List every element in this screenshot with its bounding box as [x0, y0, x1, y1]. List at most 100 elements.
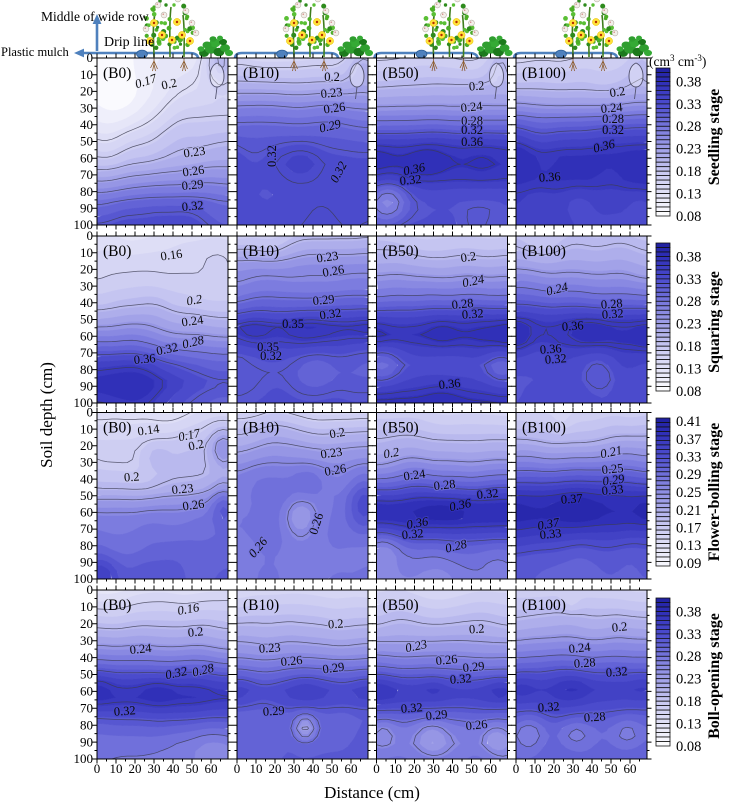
svg-text:0.33: 0.33 — [676, 272, 701, 288]
svg-text:0.23: 0.23 — [183, 144, 207, 161]
svg-text:100: 100 — [74, 395, 94, 410]
svg-text:0.36: 0.36 — [402, 160, 427, 178]
svg-text:90: 90 — [80, 555, 93, 570]
svg-text:0.29: 0.29 — [461, 659, 484, 675]
svg-text:Middle of wide row: Middle of wide row — [41, 9, 149, 24]
svg-text:0.37: 0.37 — [560, 491, 583, 506]
svg-text:0.36: 0.36 — [437, 376, 460, 392]
svg-text:50: 50 — [80, 134, 93, 149]
svg-text:20: 20 — [80, 616, 93, 631]
svg-text:40: 40 — [307, 761, 320, 776]
svg-text:(B0): (B0) — [103, 420, 131, 437]
svg-text:0.33: 0.33 — [676, 97, 701, 113]
svg-text:20: 20 — [408, 761, 421, 776]
svg-text:80: 80 — [80, 184, 93, 199]
svg-text:(B10): (B10) — [243, 420, 279, 437]
svg-text:0.16: 0.16 — [160, 247, 184, 264]
svg-text:0.32: 0.32 — [181, 198, 204, 214]
svg-text:(B50): (B50) — [383, 243, 419, 260]
svg-text:50: 50 — [80, 667, 93, 682]
svg-text:0.2: 0.2 — [609, 84, 626, 100]
svg-text:0.28: 0.28 — [450, 296, 473, 312]
svg-text:0.26: 0.26 — [323, 461, 347, 479]
svg-text:0.32: 0.32 — [602, 123, 624, 137]
svg-text:40: 40 — [80, 471, 93, 486]
svg-text:0.21: 0.21 — [599, 442, 623, 460]
svg-text:40: 40 — [80, 650, 93, 665]
svg-text:Drip line: Drip line — [104, 35, 154, 50]
svg-text:0.13: 0.13 — [676, 362, 701, 378]
svg-text:0.2: 0.2 — [123, 469, 140, 484]
svg-text:0.28: 0.28 — [432, 476, 455, 492]
svg-text:(B0): (B0) — [103, 597, 131, 614]
svg-text:0.23: 0.23 — [404, 637, 428, 655]
svg-text:30: 30 — [80, 455, 93, 470]
svg-text:0.28: 0.28 — [461, 114, 483, 128]
svg-text:0.35: 0.35 — [257, 340, 279, 354]
svg-text:0.28: 0.28 — [602, 112, 624, 126]
svg-text:(B50): (B50) — [383, 420, 419, 437]
svg-text:70: 70 — [80, 167, 93, 182]
svg-text:0.25: 0.25 — [601, 460, 624, 476]
svg-text:0.25: 0.25 — [676, 485, 701, 501]
svg-text:0.26: 0.26 — [182, 496, 206, 513]
svg-text:10: 10 — [80, 245, 93, 260]
svg-text:100: 100 — [74, 571, 94, 586]
svg-text:20: 20 — [269, 761, 282, 776]
svg-text:0.38: 0.38 — [676, 604, 701, 620]
svg-text:60: 60 — [484, 761, 497, 776]
svg-text:30: 30 — [427, 761, 440, 776]
svg-text:0.24: 0.24 — [568, 640, 592, 656]
svg-text:0.21: 0.21 — [676, 503, 701, 519]
svg-text:0.28: 0.28 — [191, 660, 216, 679]
svg-text:60: 60 — [624, 761, 637, 776]
svg-text:40: 40 — [446, 761, 459, 776]
svg-text:0.29: 0.29 — [676, 467, 701, 483]
svg-text:100: 100 — [74, 751, 94, 766]
svg-text:(B10): (B10) — [243, 597, 279, 614]
svg-text:0.26: 0.26 — [464, 717, 487, 733]
svg-text:0.28: 0.28 — [181, 332, 206, 351]
svg-text:(B0): (B0) — [103, 243, 131, 260]
svg-text:0.29: 0.29 — [602, 471, 626, 488]
svg-text:70: 70 — [80, 521, 93, 536]
svg-text:(B100): (B100) — [522, 243, 566, 260]
svg-text:0.2: 0.2 — [327, 616, 344, 631]
svg-text:0.23: 0.23 — [316, 249, 340, 266]
svg-text:0.23: 0.23 — [676, 672, 701, 688]
svg-text:Plastic mulch: Plastic mulch — [1, 45, 69, 59]
svg-text:0.32: 0.32 — [265, 145, 279, 167]
svg-text:80: 80 — [80, 538, 93, 553]
svg-text:0.18: 0.18 — [676, 694, 701, 710]
svg-text:60: 60 — [80, 328, 93, 343]
svg-text:50: 50 — [465, 761, 478, 776]
svg-text:0.33: 0.33 — [676, 450, 701, 466]
svg-text:(B10): (B10) — [243, 65, 279, 82]
svg-text:0.14: 0.14 — [137, 421, 161, 438]
svg-text:80: 80 — [80, 717, 93, 732]
svg-text:0.28: 0.28 — [443, 536, 468, 555]
svg-text:0.26: 0.26 — [321, 262, 345, 280]
svg-text:Boll-opening stage: Boll-opening stage — [706, 613, 723, 739]
svg-text:0.37: 0.37 — [536, 515, 561, 533]
svg-text:80: 80 — [80, 362, 93, 377]
svg-text:40: 40 — [167, 761, 180, 776]
svg-text:0.17: 0.17 — [676, 521, 701, 537]
svg-text:0.23: 0.23 — [320, 85, 343, 101]
svg-text:0.36: 0.36 — [538, 169, 561, 184]
svg-text:60: 60 — [205, 761, 218, 776]
svg-text:90: 90 — [80, 201, 93, 216]
svg-text:Seedling stage: Seedling stage — [706, 89, 723, 185]
svg-text:0: 0 — [373, 761, 380, 776]
svg-text:(B100): (B100) — [522, 420, 566, 437]
svg-text:0.36: 0.36 — [461, 135, 483, 149]
svg-text:Squaring stage: Squaring stage — [706, 271, 723, 373]
svg-text:30: 30 — [80, 100, 93, 115]
svg-text:0.26: 0.26 — [323, 100, 347, 117]
svg-text:0.33: 0.33 — [601, 481, 624, 497]
svg-text:0.23: 0.23 — [171, 480, 194, 496]
svg-text:0.23: 0.23 — [676, 317, 701, 333]
svg-text:0: 0 — [513, 761, 520, 776]
svg-text:0.2: 0.2 — [187, 436, 205, 453]
svg-text:(cm3 cm-3): (cm3 cm-3) — [649, 53, 706, 69]
